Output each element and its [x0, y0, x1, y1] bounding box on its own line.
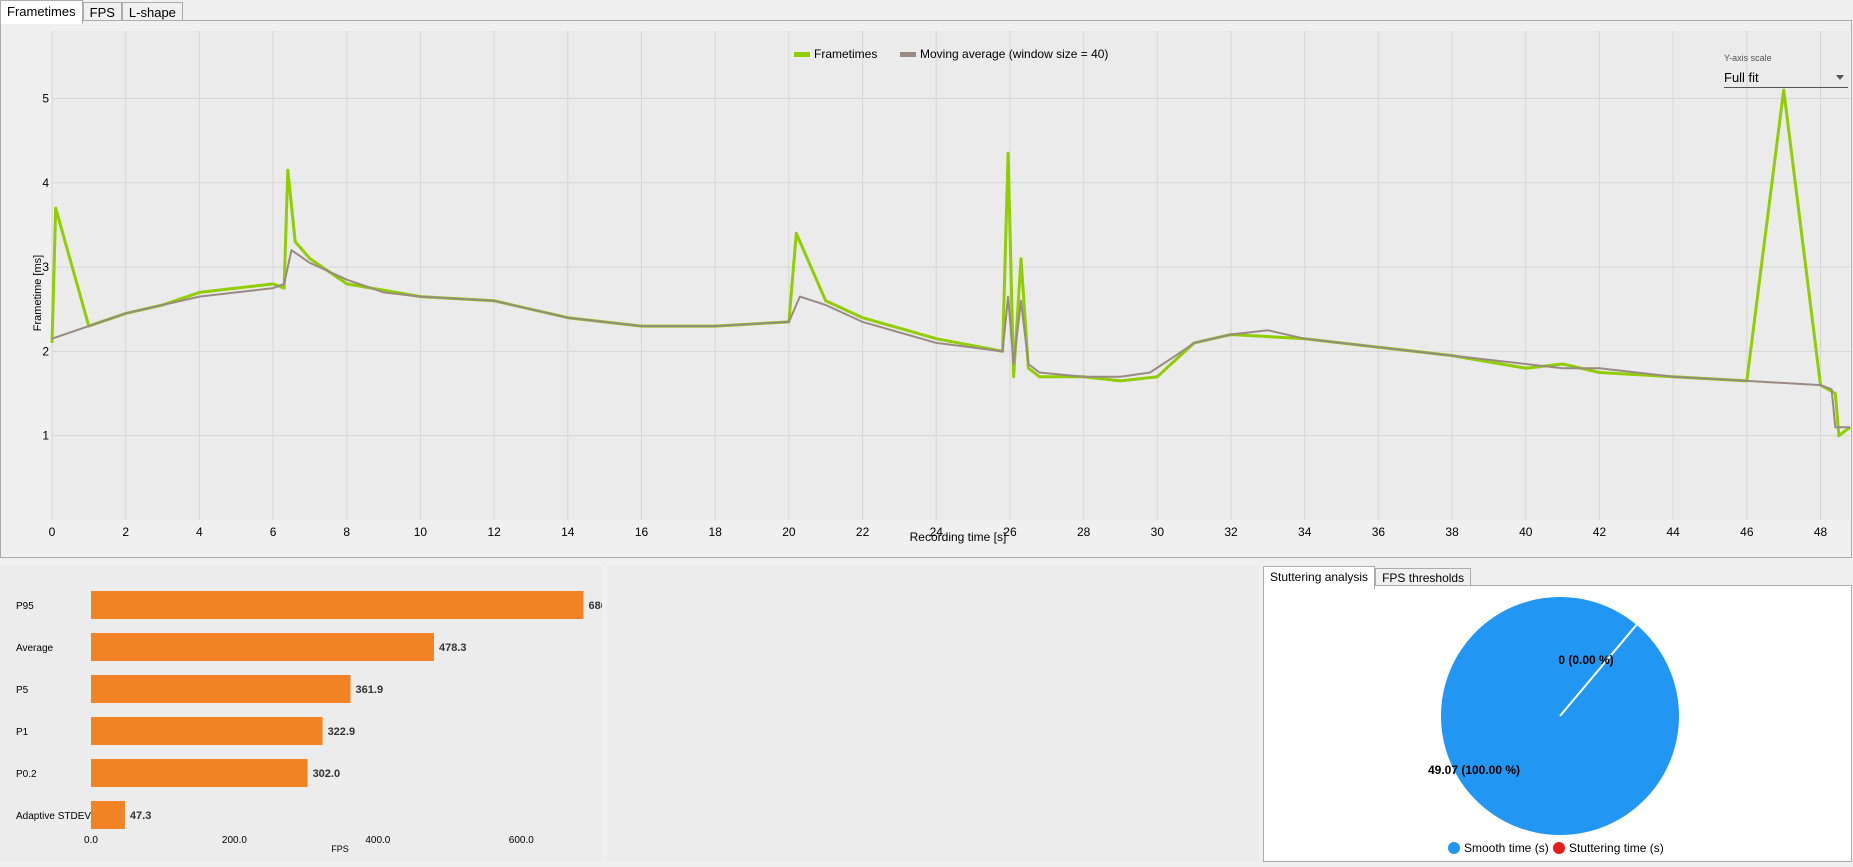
x-tick-label: 2 — [122, 525, 129, 539]
pie-label-smooth: 49.07 (100.00 %) — [1428, 763, 1520, 777]
fps-bar — [91, 633, 435, 661]
bar-category-label: P1 — [16, 727, 29, 738]
bar-category-label: P0.2 — [16, 769, 37, 780]
x-tick-label: 14 — [561, 525, 575, 539]
x-tick-label: 16 — [635, 525, 649, 539]
legend-label-smooth: Smooth time (s) — [1464, 841, 1549, 855]
tab-l-shape[interactable]: L-shape — [121, 2, 183, 23]
fps-bar-panel: P95 686.8 Average 478.3 P5 361.9 P1 322.9 P0.2 30… — [0, 566, 616, 862]
bar-x-tick-label: 0.0 — [84, 835, 98, 846]
empty-panel — [607, 566, 1259, 862]
legend-dot-smooth — [1448, 842, 1460, 854]
x-tick-label: 38 — [1445, 525, 1459, 539]
x-tick-label: 40 — [1519, 525, 1533, 539]
tab-frametimes[interactable]: Frametimes — [0, 0, 83, 24]
bar-x-tick-label: 600.0 — [509, 835, 534, 846]
bar-value-label: 47.3 — [130, 810, 151, 822]
x-tick-label: 36 — [1372, 525, 1386, 539]
x-tick-label: 12 — [487, 525, 501, 539]
x-tick-label: 0 — [49, 525, 56, 539]
pie-legend: Smooth time (s) Stuttering time (s) — [1448, 841, 1664, 855]
legend-swatch-frametimes — [794, 52, 810, 57]
pie-label-stutter: 0 (0.00 %) — [1558, 653, 1613, 667]
frametimes-panel: 0 2 4 6 8 10 12 14 16 18 20 22 24 26 28 30 32 34 36 38 40 42 4… — [0, 20, 1852, 558]
fps-bar — [91, 801, 125, 829]
bar-value-label: 302.0 — [313, 768, 341, 780]
x-tick-label: 20 — [782, 525, 796, 539]
x-tick-label: 34 — [1298, 525, 1312, 539]
y-tick-label: 4 — [42, 176, 49, 190]
x-axis-label: Recording time [s] — [910, 530, 1007, 544]
fps-bar — [91, 591, 584, 619]
x-tick-label: 4 — [196, 525, 203, 539]
bar-value-label: 322.9 — [328, 726, 356, 738]
y-axis-scale-label: Y-axis scale — [1724, 53, 1772, 63]
chevron-down-icon — [1836, 74, 1844, 80]
x-tick-label: 48 — [1814, 525, 1828, 539]
chart-tabs: Frametimes FPS L-shape — [0, 0, 183, 24]
legend-label-moving-average: Moving average (window size = 40) — [920, 47, 1108, 61]
legend-dot-stutter — [1553, 842, 1565, 854]
fps-bar-chart: P95 686.8 Average 478.3 P5 361.9 P1 322.9 P0.2 30… — [16, 591, 616, 854]
y-tick-label: 2 — [42, 344, 49, 358]
bar-value-label: 686.8 — [589, 600, 602, 612]
x-tick-label: 18 — [709, 525, 723, 539]
legend-swatch-moving-average — [900, 52, 916, 57]
bar-value-label: 478.3 — [439, 642, 467, 654]
x-tick-label: 24 — [930, 525, 944, 539]
bar-category-label: P95 — [16, 601, 34, 612]
y-tick-label: 3 — [42, 260, 49, 274]
x-tick-label: 28 — [1077, 525, 1091, 539]
tab-stuttering-analysis[interactable]: Stuttering analysis — [1263, 566, 1376, 589]
y-axis-scale-dropdown[interactable]: Full fit — [1724, 67, 1848, 88]
x-tick-label: 42 — [1593, 525, 1607, 539]
bar-value-label: 361.9 — [356, 684, 384, 696]
legend-label-stutter: Stuttering time (s) — [1569, 841, 1664, 855]
y-tick-label: 1 — [42, 429, 49, 443]
x-tick-label: 46 — [1740, 525, 1754, 539]
frametimes-chart: 0 2 4 6 8 10 12 14 16 18 20 22 24 26 28 30 32 34 36 38 40 42 4… — [32, 31, 1851, 544]
legend-label-frametimes: Frametimes — [814, 47, 877, 61]
y-axis-label: Frametime [ms] — [32, 255, 44, 331]
x-tick-label: 6 — [270, 525, 277, 539]
tab-fps[interactable]: FPS — [82, 2, 122, 23]
y-axis-scale-value: Full fit — [1724, 69, 1759, 85]
x-tick-label: 32 — [1224, 525, 1238, 539]
tab-fps-thresholds[interactable]: FPS thresholds — [1375, 568, 1472, 588]
bar-x-axis-label: FPS — [331, 844, 349, 854]
fps-bar — [91, 717, 323, 745]
pie-slice-stutter — [1559, 624, 1638, 717]
stuttering-pie-chart: 0 (0.00 %) 49.07 (100.00 %) Smooth time (… — [1428, 597, 1679, 855]
x-tick-label: 10 — [414, 525, 428, 539]
pie-tabs: Stuttering analysis FPS thresholds — [1263, 566, 1472, 589]
fps-bar — [91, 675, 351, 703]
y-tick-label: 5 — [42, 91, 49, 105]
fps-bar — [91, 759, 308, 787]
bar-x-tick-label: 200.0 — [222, 835, 247, 846]
bar-category-label: Average — [16, 643, 54, 654]
x-tick-label: 22 — [856, 525, 870, 539]
moving-average-series-line — [51, 249, 1850, 429]
legend: Frametimes Moving average (window size =… — [794, 47, 1108, 61]
y-axis-scale-control: Y-axis scale Full fit — [1724, 53, 1848, 88]
bar-category-label: Adaptive STDEV — [16, 811, 91, 822]
x-tick-label: 30 — [1151, 525, 1165, 539]
x-tick-label: 8 — [343, 525, 350, 539]
plot-area — [52, 31, 1850, 520]
bar-x-tick-label: 400.0 — [365, 835, 390, 846]
x-tick-label: 44 — [1666, 525, 1680, 539]
x-tick-label: 26 — [1003, 525, 1017, 539]
bar-category-label: P5 — [16, 685, 29, 696]
stuttering-panel: 0 (0.00 %) 49.07 (100.00 %) Smooth time (… — [1263, 585, 1852, 862]
